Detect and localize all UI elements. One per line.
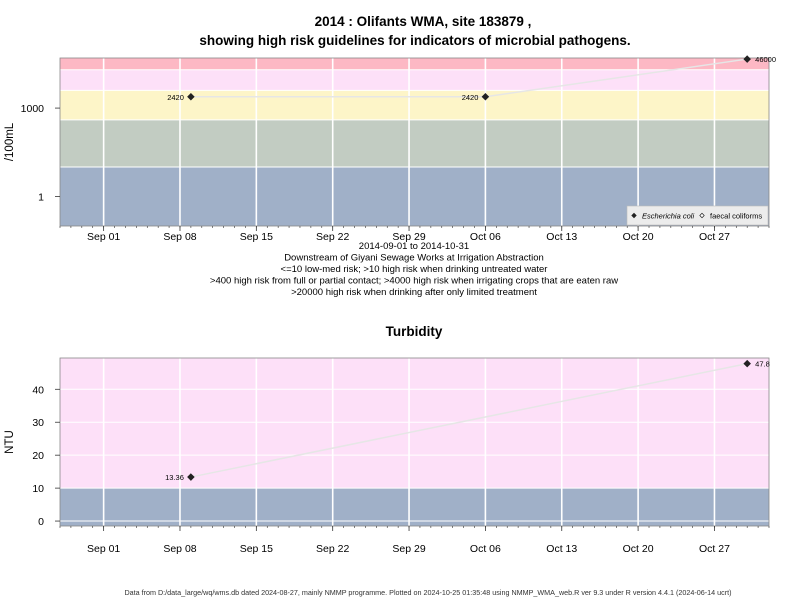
series-line: [190, 362, 748, 478]
data-label: 47.8: [755, 360, 770, 369]
page-title-line2: showing high risk guidelines for indicat…: [199, 33, 630, 48]
legend-marker: [699, 212, 705, 219]
legend-label: Escherichia coli: [642, 212, 694, 221]
risk-band: [60, 358, 769, 489]
data-point: [187, 473, 195, 481]
x-tick-label: Sep 29: [392, 543, 425, 555]
footer-note: Data from D:/data_large/wq/wms.db dated …: [124, 588, 731, 597]
x-tick-label: Oct 06: [470, 543, 501, 555]
risk-band: [60, 90, 769, 120]
x-tick-label: Sep 15: [240, 231, 273, 243]
plot-frame: [59, 57, 770, 227]
turbidity-chart: Sep 01 Sep 08 Sep 15 Sep 22 Sep 29 Oct 06 Oct …: [4, 324, 770, 555]
x-tick-label: Sep 08: [163, 543, 196, 555]
legend: Escherichia coli faecal coliforms: [626, 205, 769, 226]
y-tick-label: 40: [32, 384, 44, 396]
data-label: 2420: [462, 93, 479, 102]
y-tick-label: 10: [32, 483, 44, 495]
legend-marker: [631, 212, 637, 219]
x-tick-label: Oct 27: [699, 231, 730, 243]
chart-note: Downstream of Giyani Sewage Works at Irr…: [284, 253, 544, 264]
x-tick-label: Oct 06: [470, 231, 501, 243]
y-tick-label: 0: [38, 516, 44, 528]
y-tick-label: 30: [32, 417, 44, 429]
data-point: [187, 93, 195, 101]
x-tick-label: Sep 22: [316, 231, 349, 243]
chart-note: >20000 high risk when drinking after onl…: [291, 287, 537, 298]
data-point: [481, 93, 490, 101]
risk-band: [60, 58, 769, 70]
plot-frame: [59, 357, 770, 527]
risk-band: [60, 69, 769, 91]
legend-box: [626, 205, 769, 226]
x-tick-label: Sep 01: [87, 231, 120, 243]
x-tick-label: Sep 01: [87, 543, 120, 555]
x-tick-label: Sep 29: [392, 231, 425, 243]
chart-note: 2014-09-01 to 2014-10-31: [359, 241, 469, 252]
risk-band: [60, 488, 769, 526]
chart-title: Turbidity: [386, 324, 443, 339]
y-tick-label: 1000: [21, 103, 45, 115]
y-tick-label: 1: [38, 192, 44, 204]
x-tick-label: Sep 08: [163, 231, 196, 243]
page-title-line1: 2014 : Olifants WMA, site 183879 ,: [315, 14, 532, 29]
x-tick-label: Oct 20: [623, 543, 654, 555]
risk-band: [60, 119, 769, 168]
ecoli-chart: Sep 01 Sep 08 Sep 15 Sep 22 Sep 29 Oct 06 Oct …: [4, 55, 776, 298]
x-tick-label: Oct 13: [546, 231, 577, 243]
x-tick-label: Sep 15: [240, 543, 273, 555]
data-label: 13.36: [165, 473, 184, 482]
x-tick-label: Oct 27: [699, 543, 730, 555]
y-axis-label: NTU: [4, 430, 16, 454]
data-label: 46000: [755, 55, 776, 64]
legend-label: faecal coliforms: [710, 212, 762, 221]
chart-note: <=10 low-med risk; >10 high risk when dr…: [281, 264, 548, 275]
data-point: [743, 359, 751, 368]
x-tick-label: Oct 13: [546, 543, 577, 555]
data-point: [743, 55, 751, 63]
y-axis-label: /100mL: [4, 122, 16, 161]
x-tick-label: Oct 20: [623, 231, 654, 243]
chart-note: >400 high risk from full or partial cont…: [210, 276, 618, 287]
x-tick-label: Sep 22: [316, 543, 349, 555]
y-tick-label: 20: [32, 450, 44, 462]
data-label: 2420: [167, 93, 184, 102]
